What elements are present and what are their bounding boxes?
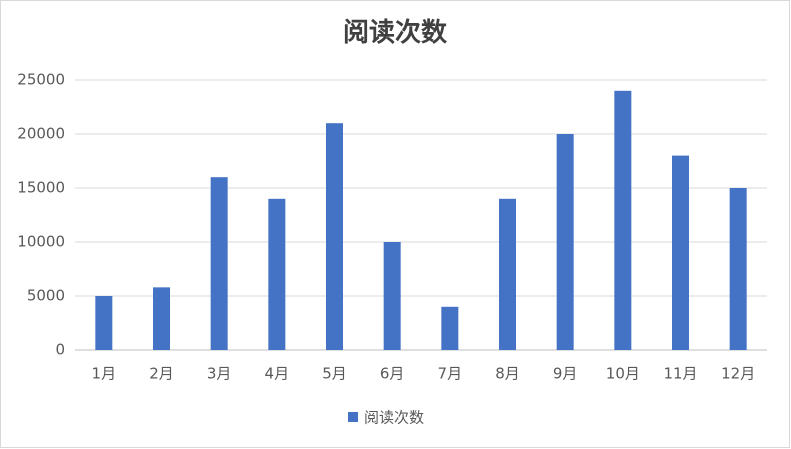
y-tick-label: 15000: [17, 179, 65, 197]
bar: [268, 198, 286, 350]
y-tick-label: 5000: [27, 287, 65, 305]
bar: [499, 198, 516, 350]
bar: [210, 177, 228, 350]
x-tick-label: 10月: [606, 365, 640, 383]
x-tick-label: 4月: [265, 365, 290, 383]
y-tick-label: 0: [55, 341, 65, 359]
bar: [729, 188, 747, 350]
bar: [326, 123, 343, 350]
x-tick-label: 5月: [322, 365, 347, 383]
x-tick-label: 1月: [92, 365, 117, 383]
x-tick-label: 8月: [495, 365, 520, 383]
legend-label: 阅读次数: [364, 409, 424, 427]
bar: [672, 155, 689, 350]
x-tick-label: 3月: [207, 365, 232, 383]
bar: [614, 90, 632, 351]
x-tick-label: 6月: [380, 365, 405, 383]
legend-swatch: [348, 412, 358, 422]
x-tick-label: 12月: [721, 365, 755, 383]
chart-title: 阅读次数: [343, 18, 448, 48]
bar: [556, 134, 574, 350]
y-tick-label: 10000: [17, 233, 65, 251]
bar: [95, 296, 113, 350]
x-tick-label: 11月: [663, 365, 697, 383]
bar: [383, 242, 401, 350]
x-tick-label: 9月: [553, 365, 578, 383]
bar: [153, 287, 170, 350]
x-tick-label: 7月: [438, 365, 463, 383]
x-tick-label: 2月: [149, 365, 174, 383]
y-tick-label: 20000: [17, 125, 65, 143]
y-tick-label: 25000: [17, 71, 65, 89]
bar: [441, 306, 459, 350]
